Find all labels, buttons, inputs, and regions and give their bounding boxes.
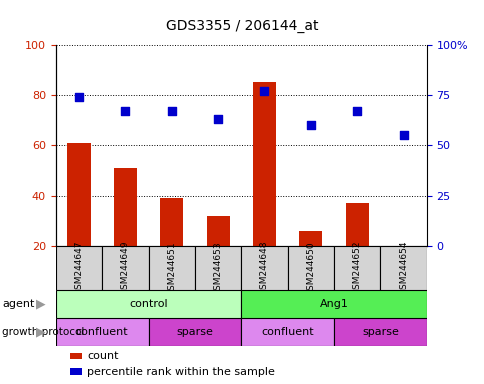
Bar xyxy=(333,318,426,346)
Point xyxy=(75,94,83,100)
Bar xyxy=(148,318,241,346)
Text: control: control xyxy=(129,299,167,309)
Point xyxy=(306,122,314,128)
Bar xyxy=(56,246,102,290)
Text: ▶: ▶ xyxy=(36,298,46,311)
Text: GSM244652: GSM244652 xyxy=(352,241,361,295)
Text: ▶: ▶ xyxy=(36,325,46,338)
Bar xyxy=(67,143,91,246)
Text: GDS3355 / 206144_at: GDS3355 / 206144_at xyxy=(166,19,318,33)
Text: GSM244654: GSM244654 xyxy=(398,241,407,295)
Bar xyxy=(206,216,229,246)
Text: count: count xyxy=(87,351,119,361)
Bar xyxy=(195,246,241,290)
Point xyxy=(167,108,175,114)
Text: growth protocol: growth protocol xyxy=(2,327,85,337)
Bar xyxy=(114,168,136,246)
Text: percentile rank within the sample: percentile rank within the sample xyxy=(87,366,274,377)
Bar xyxy=(287,246,333,290)
Bar xyxy=(56,318,148,346)
Bar xyxy=(102,246,148,290)
Bar xyxy=(333,246,379,290)
Text: confluent: confluent xyxy=(261,327,313,337)
Bar xyxy=(56,290,241,318)
Bar xyxy=(241,290,426,318)
Text: GSM244649: GSM244649 xyxy=(121,241,130,295)
Text: GSM244650: GSM244650 xyxy=(306,241,315,296)
Text: sparse: sparse xyxy=(361,327,398,337)
Bar xyxy=(160,198,183,246)
Text: agent: agent xyxy=(2,299,35,309)
Point xyxy=(353,108,361,114)
Bar xyxy=(379,246,426,290)
Text: GSM244653: GSM244653 xyxy=(213,241,222,296)
Point xyxy=(214,116,222,122)
Bar xyxy=(299,231,322,246)
Bar xyxy=(241,318,333,346)
Point xyxy=(121,108,129,114)
Text: GSM244647: GSM244647 xyxy=(75,241,83,295)
Point xyxy=(399,132,407,138)
Text: confluent: confluent xyxy=(76,327,128,337)
Bar xyxy=(252,82,275,246)
Text: sparse: sparse xyxy=(176,327,213,337)
Bar xyxy=(241,246,287,290)
Point xyxy=(260,88,268,94)
Text: Ang1: Ang1 xyxy=(319,299,348,309)
Bar xyxy=(345,203,368,246)
Bar xyxy=(148,246,195,290)
Text: GSM244648: GSM244648 xyxy=(259,241,269,295)
Text: GSM244651: GSM244651 xyxy=(167,241,176,296)
